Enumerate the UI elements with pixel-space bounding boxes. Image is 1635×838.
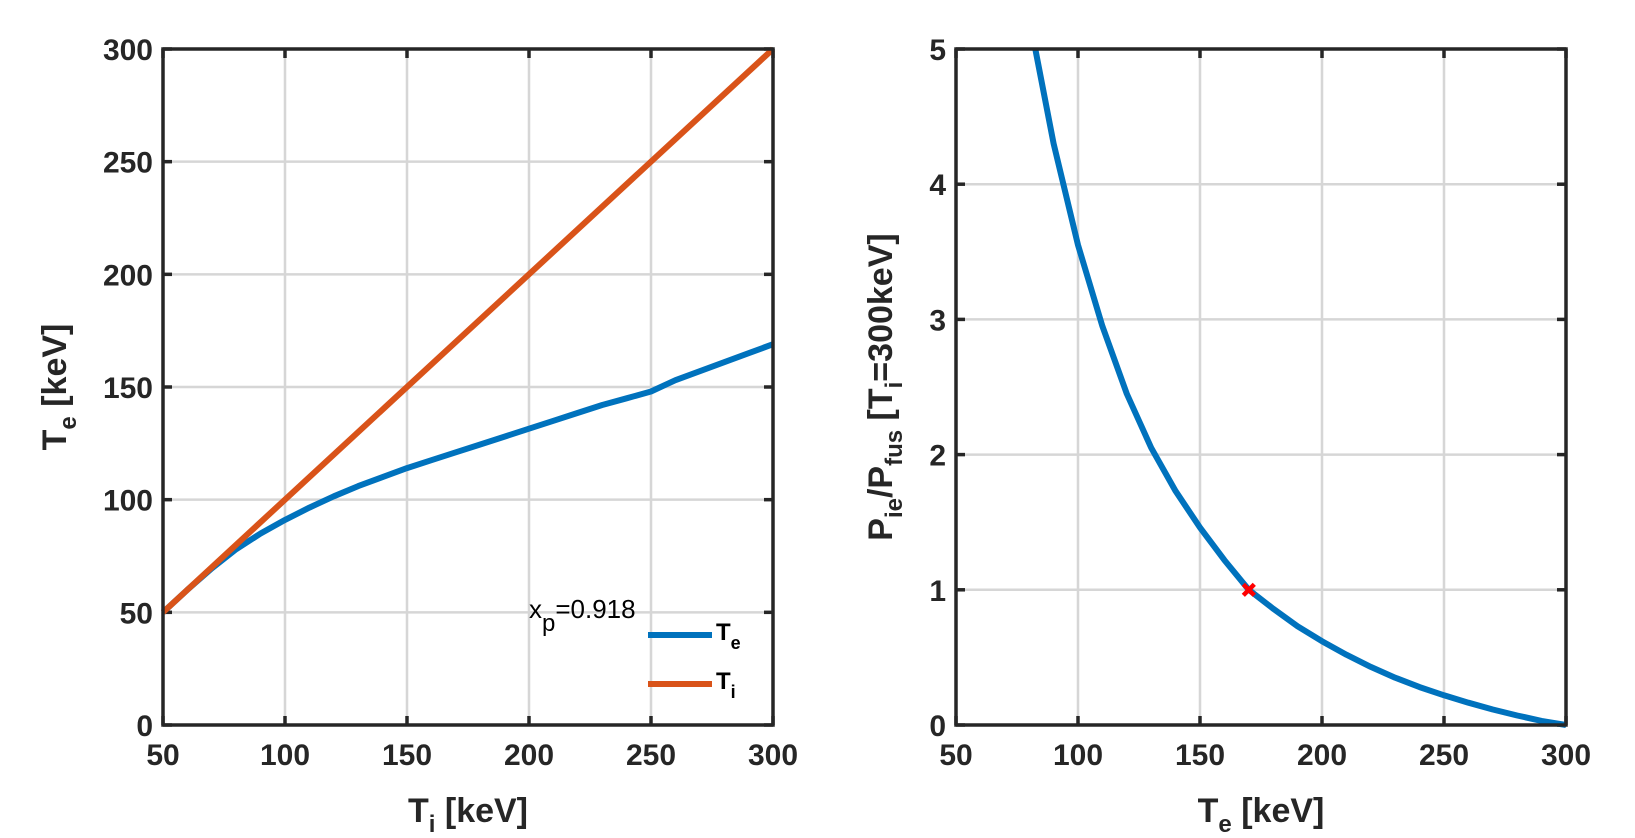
left-series-ti: [160, 46, 776, 615]
left-y-tick-label: 250: [103, 147, 153, 180]
left-x-tick-label: 100: [260, 739, 310, 772]
left-y-tick-labels: 0 50 100 150 200 250 300: [103, 34, 153, 743]
left-series-te: [160, 341, 775, 615]
operating-point-marker: [1241, 582, 1256, 597]
right-plot: 50 100 150 200 250 300 0 1 2 3 4 5 Te [keV] Pie/Pf…: [862, 34, 1591, 838]
legend: Te Ti: [648, 619, 741, 702]
left-x-tick-labels: 50 100 150 200 250 300: [146, 739, 798, 772]
right-x-tick-label: 200: [1297, 739, 1347, 772]
left-x-tick-label: 300: [748, 739, 798, 772]
legend-te-label: Te: [716, 619, 741, 653]
right-x-tick-labels: 50 100 150 200 250 300: [939, 739, 1591, 772]
left-series: [160, 46, 776, 615]
left-y-tick-label: 200: [103, 259, 153, 292]
right-y-tick-label: 4: [929, 169, 946, 202]
right-series-pie-pfus: [1032, 48, 1567, 728]
right-y-axis-label: Pie/Pfus [Ti=300keV]: [862, 233, 908, 540]
right-x-tick-label: 250: [1419, 739, 1469, 772]
left-y-tick-label: 0: [136, 710, 153, 743]
right-y-tick-label: 0: [929, 710, 946, 743]
legend-ti-label: Ti: [716, 668, 736, 702]
right-x-axis-label: Te [keV]: [1198, 792, 1325, 838]
right-y-tick-labels: 0 1 2 3 4 5: [929, 34, 946, 743]
xp-annotation: xp=0.918: [529, 594, 636, 637]
right-x-tick-label: 100: [1053, 739, 1103, 772]
left-x-tick-label: 150: [382, 739, 432, 772]
left-x-tick-label: 250: [626, 739, 676, 772]
right-x-tick-label: 300: [1541, 739, 1591, 772]
right-y-tick-label: 3: [929, 304, 946, 337]
left-axes-box: [161, 47, 775, 727]
right-y-tick-label: 2: [929, 440, 946, 473]
right-tick-marks: [954, 47, 1568, 727]
left-y-axis-label: Te [keV]: [36, 324, 82, 451]
left-x-axis-label: Ti [keV]: [408, 792, 528, 838]
left-x-tick-label: 50: [146, 739, 179, 772]
left-y-tick-label: 50: [120, 597, 153, 630]
marker-stroke-2: [1241, 582, 1256, 597]
right-series: [1032, 48, 1567, 728]
left-y-tick-label: 300: [103, 34, 153, 67]
right-x-tick-label: 150: [1175, 739, 1225, 772]
right-axes-box: [954, 47, 1568, 727]
right-x-tick-label: 50: [939, 739, 972, 772]
right-y-tick-label: 1: [929, 575, 946, 608]
right-y-tick-label: 5: [929, 34, 946, 67]
left-y-tick-label: 100: [103, 485, 153, 518]
right-grid: [956, 49, 1566, 725]
left-x-tick-label: 200: [504, 739, 554, 772]
left-y-tick-label: 150: [103, 372, 153, 405]
left-grid: [163, 49, 773, 725]
